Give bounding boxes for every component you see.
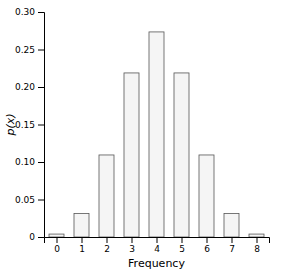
tick: 4	[154, 237, 160, 254]
tick-label: 0.15	[15, 120, 35, 130]
plot: 0 1 2 3 4 5 6 7 8 0 0.05 0.10 0.15 0.20 0.25 0.30	[15, 7, 270, 254]
bar	[74, 214, 89, 237]
bar	[249, 234, 264, 237]
tick-label: 0.30	[15, 7, 35, 17]
tick-mark	[38, 125, 44, 126]
tick-label: 0.05	[15, 195, 35, 205]
x-axis: 0 1 2 3 4 5 6 7 8	[45, 237, 270, 254]
bar	[99, 155, 114, 237]
tick-label: 0.25	[15, 45, 35, 55]
bar	[199, 155, 214, 237]
axis-line	[38, 13, 45, 238]
bar	[174, 73, 189, 237]
tick-label: 8	[254, 244, 260, 254]
tick: 5	[179, 237, 185, 254]
tick-mark	[38, 200, 44, 201]
tick: 0.10	[15, 157, 44, 167]
tick: 0.25	[15, 45, 44, 55]
tick-mark	[132, 237, 133, 243]
tick-mark	[38, 50, 44, 51]
tick: 0.20	[15, 82, 44, 92]
tick: 2	[104, 237, 110, 254]
bars	[49, 32, 264, 237]
tick-mark	[157, 237, 158, 243]
tick: 6	[204, 237, 210, 254]
tick-mark	[207, 237, 208, 243]
y-axis-title: p(x)	[4, 113, 17, 136]
tick-label: 5	[179, 244, 185, 254]
tick-mark	[38, 162, 44, 163]
tick-label: 3	[129, 244, 135, 254]
bar	[149, 32, 164, 237]
tick-mark	[182, 237, 183, 243]
tick: 0.05	[15, 195, 44, 205]
tick-label: 0	[54, 244, 60, 254]
bar	[224, 214, 239, 237]
tick-label: 7	[229, 244, 235, 254]
tick: 0.30	[15, 7, 44, 17]
tick: 1	[79, 237, 85, 254]
tick-mark	[38, 237, 44, 238]
tick: 7	[229, 237, 235, 254]
tick-mark	[57, 237, 58, 243]
tick-label: 4	[154, 244, 160, 254]
x-axis-title: Frequency	[128, 257, 185, 270]
tick-label: 1	[79, 244, 85, 254]
tick: 0.15	[15, 120, 44, 130]
tick-label: 2	[104, 244, 110, 254]
tick-label: 0.10	[15, 157, 35, 167]
tick-mark	[82, 237, 83, 243]
tick: 0	[29, 232, 44, 242]
chart: 0 1 2 3 4 5 6 7 8 0 0.05 0.10 0.15 0.20 0.25 0.30 Freque…	[0, 0, 281, 273]
bar	[49, 234, 64, 237]
tick-mark	[38, 12, 44, 13]
bar	[124, 73, 139, 237]
tick-mark	[38, 87, 44, 88]
tick-mark	[257, 237, 258, 243]
axis-line	[45, 238, 270, 244]
tick-mark	[107, 237, 108, 243]
tick-label: 6	[204, 244, 210, 254]
tick: 0	[54, 237, 60, 254]
tick: 3	[129, 237, 135, 254]
tick-mark	[232, 237, 233, 243]
tick-label: 0	[29, 232, 35, 242]
y-axis: 0 0.05 0.10 0.15 0.20 0.25 0.30	[15, 7, 45, 242]
tick: 8	[254, 237, 260, 254]
tick-label: 0.20	[15, 82, 35, 92]
